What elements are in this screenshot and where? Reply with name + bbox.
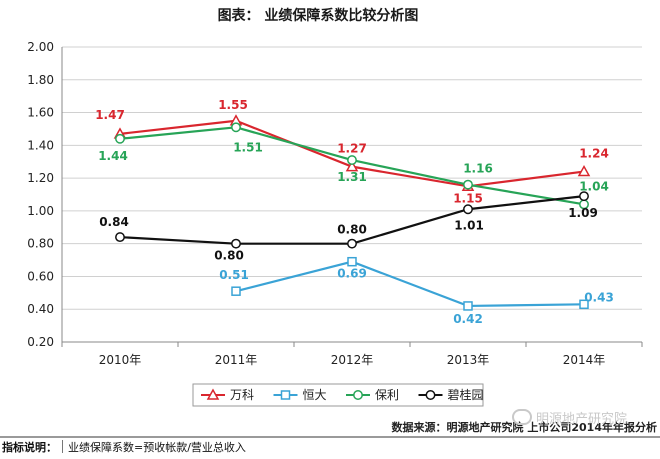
legend-marker — [353, 390, 363, 400]
data-label: 0.51 — [219, 268, 249, 282]
chart-title: 图表： 业绩保障系数比较分析图 — [218, 7, 419, 24]
legend-label: 碧桂园 — [448, 387, 484, 402]
legend-box — [192, 383, 484, 407]
series-4: 0.84 0.80 0.80 1.01 1.09 — [99, 191, 598, 263]
data-label: 1.24 — [579, 147, 609, 161]
legend-marker — [425, 390, 436, 400]
legend-item: 碧桂园 — [418, 387, 484, 402]
legend-marker — [280, 390, 291, 400]
data-point — [463, 204, 473, 215]
legend-marker — [206, 388, 220, 400]
data-label: 1.51 — [233, 140, 263, 154]
data-point — [231, 238, 241, 249]
data-label: 0.69 — [337, 267, 367, 281]
y-tick-label: 0.20 — [27, 335, 54, 349]
data-point — [347, 256, 357, 267]
data-point — [579, 299, 589, 310]
footnote-text: 业绩保障系数=预收帐款/营业总收入 — [68, 441, 246, 454]
x-tick-label: 2012年 — [331, 353, 374, 367]
data-point — [577, 165, 591, 177]
data-label: 1.31 — [337, 170, 367, 184]
y-tick-label: 1.20 — [27, 171, 54, 185]
data-point — [231, 122, 241, 133]
footnote-divider — [62, 440, 63, 453]
y-tick-label: 1.60 — [27, 106, 54, 120]
data-label: 1.44 — [98, 149, 128, 163]
legend-item: 保利 — [346, 388, 399, 402]
data-label: 1.27 — [337, 142, 367, 156]
x-tick-label: 2011年 — [215, 353, 258, 367]
y-tick-label: 0.60 — [27, 269, 54, 283]
footnote-label: 指标说明： — [2, 441, 57, 454]
series-2: 0.51 0.69 0.42 0.43 — [219, 256, 614, 326]
x-tick-label: 2014年 — [563, 353, 606, 367]
series-1: 1.47 1.55 1.27 1.15 1.24 — [95, 98, 609, 206]
data-label: 0.42 — [453, 312, 483, 326]
watermark: 明源地产研究院 — [512, 408, 652, 426]
chart: 图表： 业绩保障系数比较分析图 2.00 1.80 1.60 1.40 1.20 1.00… — [27, 7, 657, 434]
data-point — [347, 155, 357, 166]
legend-label: 万科 — [230, 388, 254, 402]
x-tick-label: 2013年 — [447, 353, 490, 367]
source-note: 数据来源：明源地产研究院 上市公司2014年年报分析 — [392, 420, 657, 434]
y-tick-label: 2.00 — [27, 40, 54, 54]
data-label: 0.84 — [99, 215, 129, 229]
data-label: 1.47 — [95, 108, 125, 122]
series-3: 1.44 1.51 1.31 1.16 1.04 — [98, 122, 609, 210]
data-label: 1.16 — [463, 162, 493, 176]
data-label: 1.04 — [579, 179, 609, 193]
data-point — [115, 133, 125, 144]
data-label: 0.80 — [214, 249, 244, 263]
data-label: 1.55 — [218, 98, 248, 112]
legend-item: 万科 — [201, 388, 254, 402]
data-label: 1.15 — [453, 191, 483, 205]
data-label: 1.09 — [568, 206, 598, 220]
legend-item: 恒大 — [273, 388, 327, 402]
y-tick-label: 1.00 — [27, 204, 54, 218]
x-tick-label: 2010年 — [99, 353, 142, 367]
data-point — [115, 232, 125, 243]
data-point — [347, 238, 357, 249]
watermark-text: 明源地产研究院 — [536, 412, 628, 426]
footnote: 指标说明： 业绩保障系数=预收帐款/营业总收入 — [0, 436, 660, 459]
wechat-icon — [512, 409, 532, 425]
data-point — [579, 191, 589, 202]
data-label: 0.43 — [584, 290, 614, 304]
legend-label: 恒大 — [303, 388, 327, 402]
y-tick-label: 1.80 — [27, 73, 54, 87]
legend: 万科 恒大 保利 碧桂园 — [192, 383, 484, 407]
data-point — [463, 179, 473, 190]
plot-area: 2.00 1.80 1.60 1.40 1.20 1.00 0.80 0.60 0.40 0.20… — [27, 40, 643, 367]
y-tick-label: 0.40 — [27, 302, 54, 316]
series-line — [235, 260, 585, 308]
y-tick-label: 1.40 — [27, 138, 54, 152]
y-tick-label: 0.80 — [27, 237, 54, 251]
data-label: 0.80 — [337, 223, 367, 237]
data-point — [231, 286, 241, 296]
data-label: 1.01 — [454, 218, 484, 232]
data-point — [345, 160, 359, 172]
data-point — [463, 301, 473, 311]
legend-label: 保利 — [375, 388, 399, 402]
